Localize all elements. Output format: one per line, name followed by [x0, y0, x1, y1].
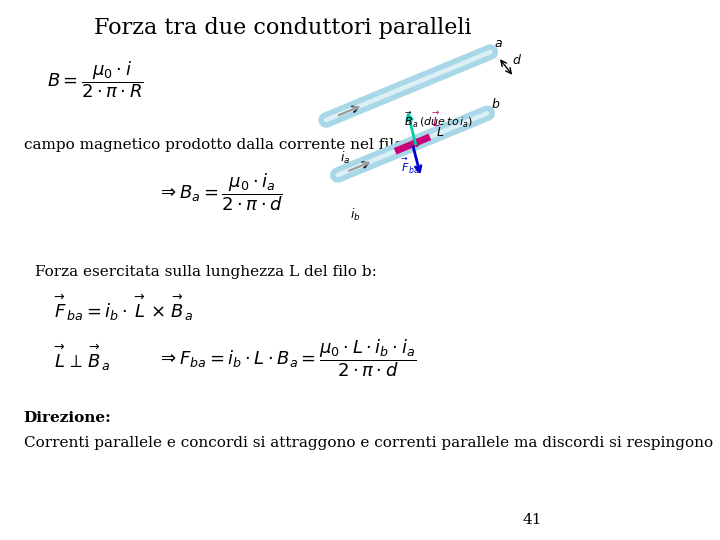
Text: Direzione:: Direzione:: [24, 411, 112, 425]
Text: $b$: $b$: [491, 97, 500, 111]
Text: $\overset{\rightarrow}{F}_{ba}$: $\overset{\rightarrow}{F}_{ba}$: [399, 156, 420, 176]
Text: $\Rightarrow B_a = \dfrac{\mu_0 \cdot i_a}{2 \cdot \pi \cdot d}$: $\Rightarrow B_a = \dfrac{\mu_0 \cdot i_…: [157, 171, 283, 213]
Text: $i_a$: $i_a$: [340, 150, 351, 166]
Text: $d$: $d$: [513, 53, 523, 67]
Text: $B = \dfrac{\mu_0 \cdot i}{2 \cdot \pi \cdot R}$: $B = \dfrac{\mu_0 \cdot i}{2 \cdot \pi \…: [47, 60, 144, 100]
Text: Forza esercitata sulla lunghezza L del filo b:: Forza esercitata sulla lunghezza L del f…: [35, 265, 377, 279]
Text: $a$: $a$: [495, 37, 503, 50]
Text: campo magnetico prodotto dalla corrente nel filo a:: campo magnetico prodotto dalla corrente …: [24, 138, 422, 152]
Text: $L$: $L$: [436, 126, 444, 139]
Text: 41: 41: [523, 513, 542, 527]
Text: $\overset{\rightarrow}{F}_{ba} = i_b \cdot \overset{\rightarrow}{L} \times \over: $\overset{\rightarrow}{F}_{ba} = i_b \cd…: [51, 293, 194, 323]
Text: Correnti parallele e concordi si attraggono e correnti parallele ma discordi si : Correnti parallele e concordi si attragg…: [24, 436, 713, 450]
Text: $\overset{\rightarrow}{L}$: $\overset{\rightarrow}{L}$: [430, 109, 441, 130]
Text: $\Rightarrow F_{ba} = i_b \cdot L \cdot B_a = \dfrac{\mu_0 \cdot L \cdot i_b \cd: $\Rightarrow F_{ba} = i_b \cdot L \cdot …: [157, 337, 416, 379]
Text: Forza tra due conduttori paralleli: Forza tra due conduttori paralleli: [94, 17, 472, 39]
Text: $\overset{\rightarrow}{L} \perp \overset{\rightarrow}{B}_a$: $\overset{\rightarrow}{L} \perp \overset…: [51, 342, 111, 374]
Text: $i_b$: $i_b$: [351, 207, 361, 223]
Text: $\overset{\rightarrow}{B}_a\,(due\,to\,i_a)$: $\overset{\rightarrow}{B}_a\,(due\,to\,i…: [402, 109, 473, 129]
